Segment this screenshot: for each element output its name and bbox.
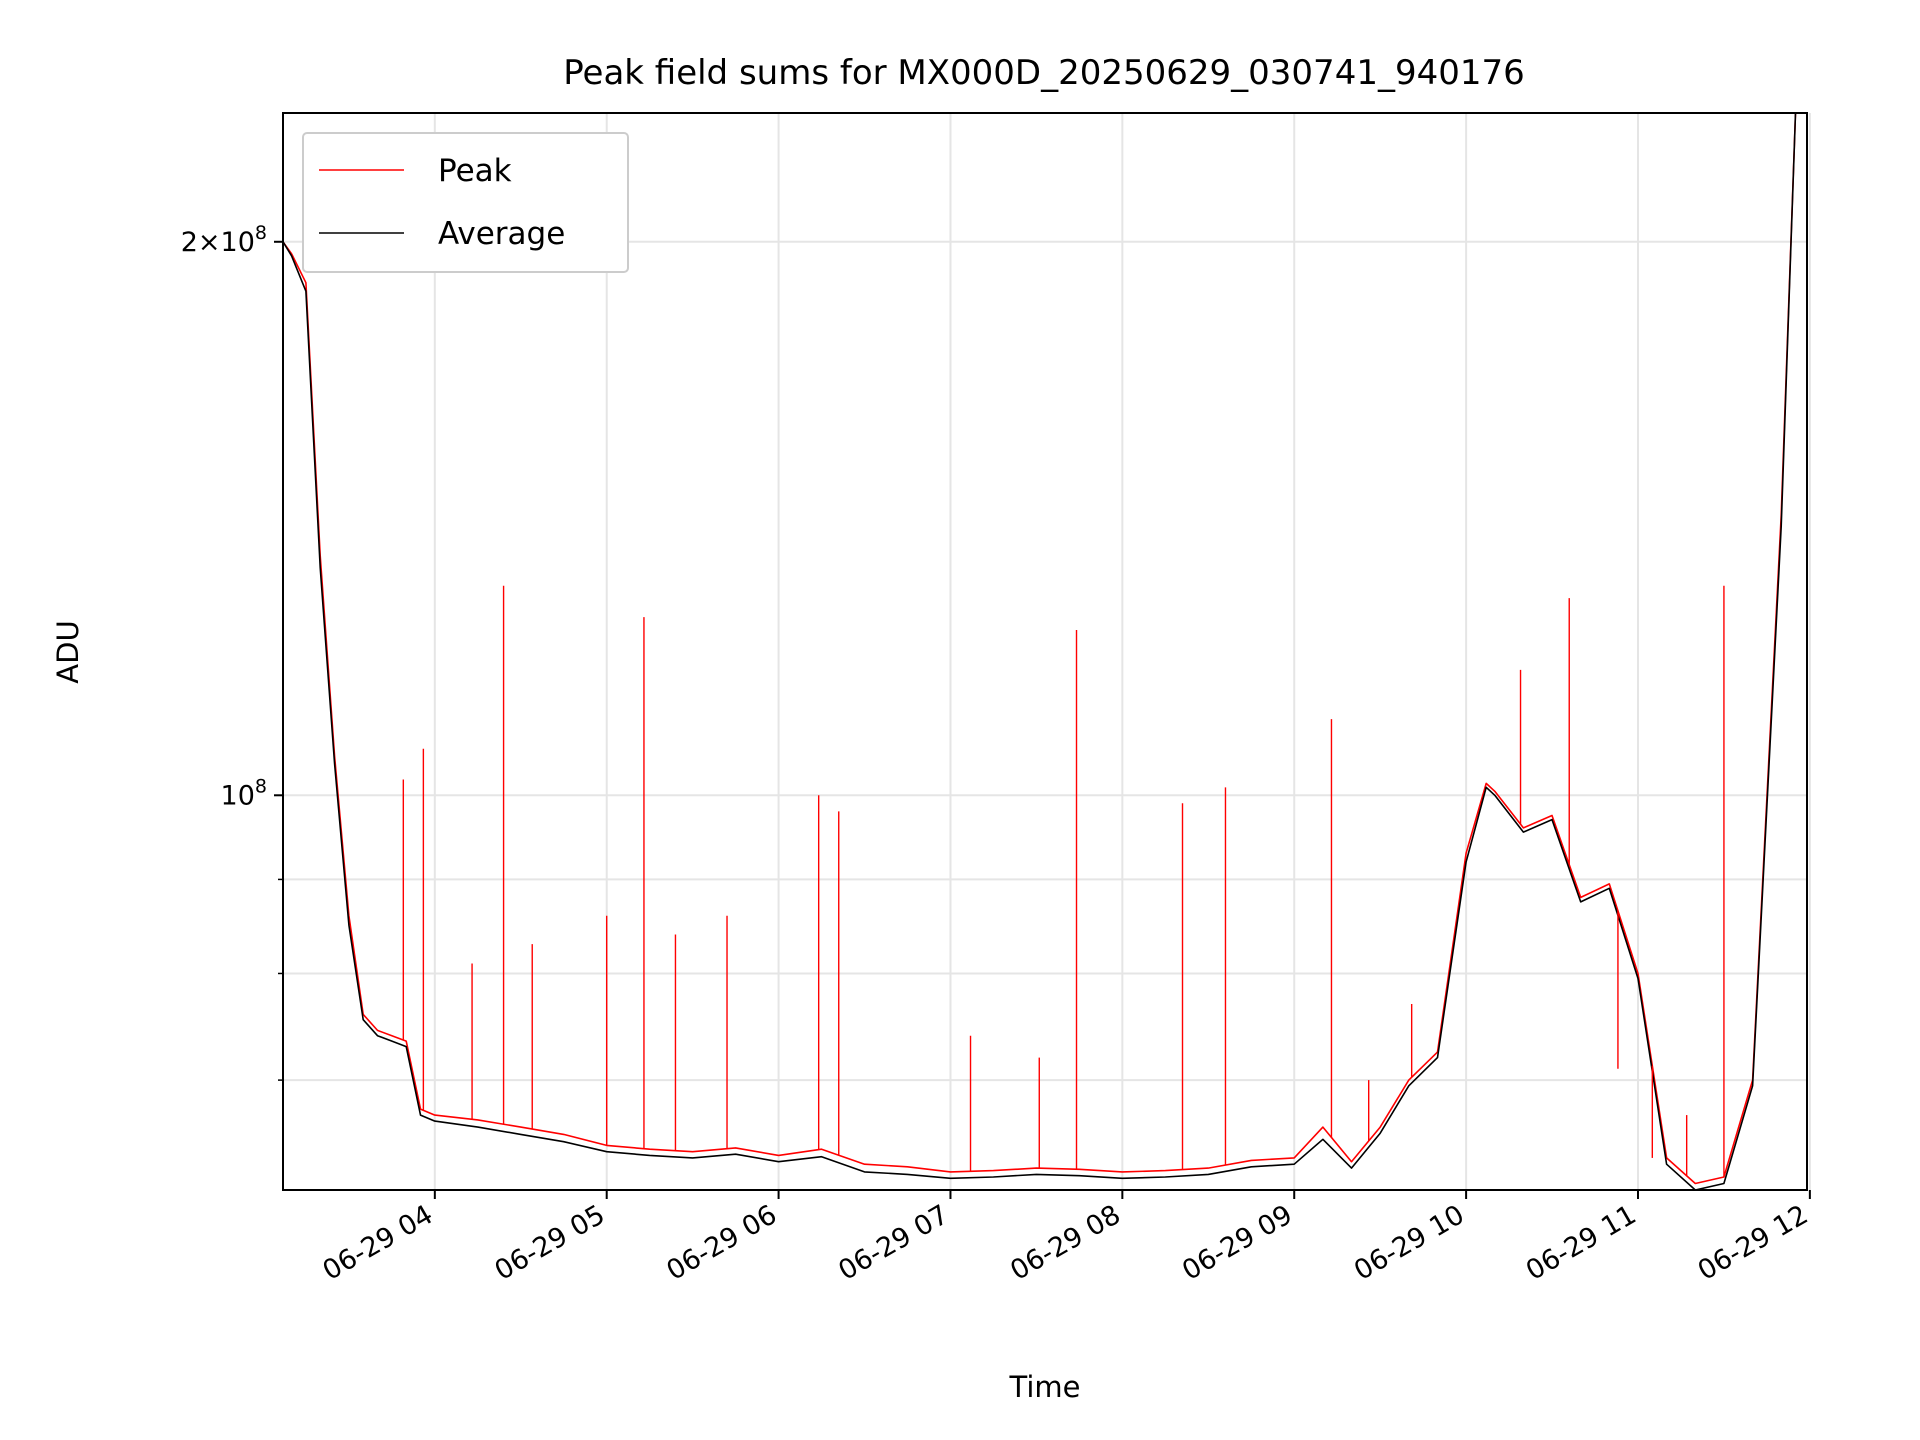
x-tick-label: 06-29 12: [1693, 1199, 1814, 1287]
plot-area: [283, 113, 1797, 1190]
legend: Peak Average: [302, 132, 629, 273]
chart-title: Peak field sums for MX000D_20250629_0307…: [563, 53, 1525, 93]
plot-frame: [282, 112, 1808, 1191]
x-tick-label: 06-29 04: [318, 1199, 439, 1287]
x-tick-label: 06-29 09: [1177, 1199, 1298, 1287]
gridlines: [283, 113, 1811, 1190]
axes: 06-29 04 06-29 05 06-29 06 06-29 07 06-29 08…: [181, 222, 1814, 1287]
legend-box: [302, 132, 629, 273]
series-line-peak: [283, 113, 1797, 1185]
y-axis-label: ADU: [51, 620, 85, 683]
series-line-average: [283, 113, 1797, 1190]
legend-label-average: Average: [438, 216, 565, 252]
y-tick-label: 108: [221, 775, 267, 811]
x-axis-label: Time: [1009, 1370, 1081, 1404]
y-tick-label: 2×108: [181, 222, 267, 258]
x-tick-label: 06-29 10: [1349, 1199, 1470, 1287]
x-tick-label: 06-29 05: [490, 1199, 611, 1287]
x-tick-label: 06-29 07: [833, 1199, 954, 1287]
x-tick-label: 06-29 11: [1521, 1199, 1642, 1287]
legend-label-peak: Peak: [438, 153, 512, 189]
x-tick-label: 06-29 06: [661, 1199, 782, 1287]
x-tick-label: 06-29 08: [1005, 1199, 1126, 1287]
